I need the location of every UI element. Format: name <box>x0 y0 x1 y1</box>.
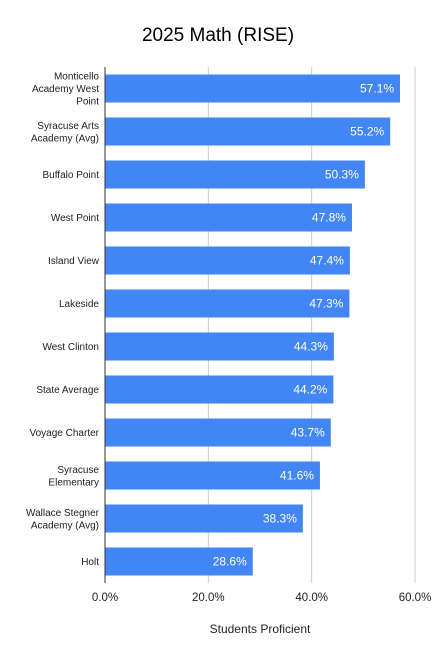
bar <box>105 504 303 533</box>
category-label: Wallace Stegner Academy (Avg) <box>26 508 100 532</box>
data-label: 55.2% <box>350 125 384 139</box>
bar <box>105 117 391 146</box>
category-label: Lakeside <box>59 299 99 310</box>
category-label: Voyage Charter <box>30 428 100 439</box>
x-tick-label: 60.0% <box>399 592 432 604</box>
gridlines <box>207 67 416 583</box>
category-label: Syracuse Arts Academy (Avg) <box>31 121 99 145</box>
x-axis-title: Students Proficient <box>210 622 311 636</box>
data-label: 38.3% <box>263 512 297 526</box>
bar <box>105 547 253 576</box>
data-label: 47.3% <box>309 297 343 311</box>
data-label: 28.6% <box>213 555 247 569</box>
chart-title: 2025 Math (RISE) <box>142 25 294 46</box>
data-label: 47.8% <box>312 211 346 225</box>
data-label: 47.4% <box>310 254 344 268</box>
bars: 57.1% 55.2% 50.3% 47.8% 47.4% 47.3% 44.3% 44.2%… <box>105 74 401 576</box>
category-label: Island View <box>48 256 100 267</box>
bar <box>105 418 331 447</box>
bar <box>105 74 401 103</box>
category-label: Syracuse Elementary <box>48 465 99 489</box>
data-label: 57.1% <box>360 82 394 96</box>
bar <box>105 160 365 189</box>
data-label: 43.7% <box>291 426 325 440</box>
data-label: 44.3% <box>294 340 328 354</box>
category-label: Buffalo Point <box>42 170 99 181</box>
category-label: Monticello Academy West Point <box>32 72 99 108</box>
x-tick-label: 0.0% <box>92 592 118 604</box>
bar <box>105 203 352 232</box>
category-label: West Point <box>51 213 99 224</box>
category-label: State Average <box>36 385 99 396</box>
x-tick-label: 20.0% <box>192 592 225 604</box>
bar <box>105 375 334 404</box>
category-labels: Monticello Academy West Point Syracuse Arts… <box>26 72 100 569</box>
data-label: 44.2% <box>293 383 327 397</box>
bar <box>105 461 320 490</box>
bar <box>105 289 350 318</box>
bar <box>105 332 334 361</box>
category-label: Holt <box>81 557 99 568</box>
data-label: 41.6% <box>280 469 314 483</box>
x-tick-labels: 0.0% 20.0% 40.0% 60.0% <box>92 592 431 604</box>
data-label: 50.3% <box>325 168 359 182</box>
x-tick-label: 40.0% <box>295 592 328 604</box>
bar <box>105 246 350 275</box>
category-label: West Clinton <box>42 342 99 353</box>
